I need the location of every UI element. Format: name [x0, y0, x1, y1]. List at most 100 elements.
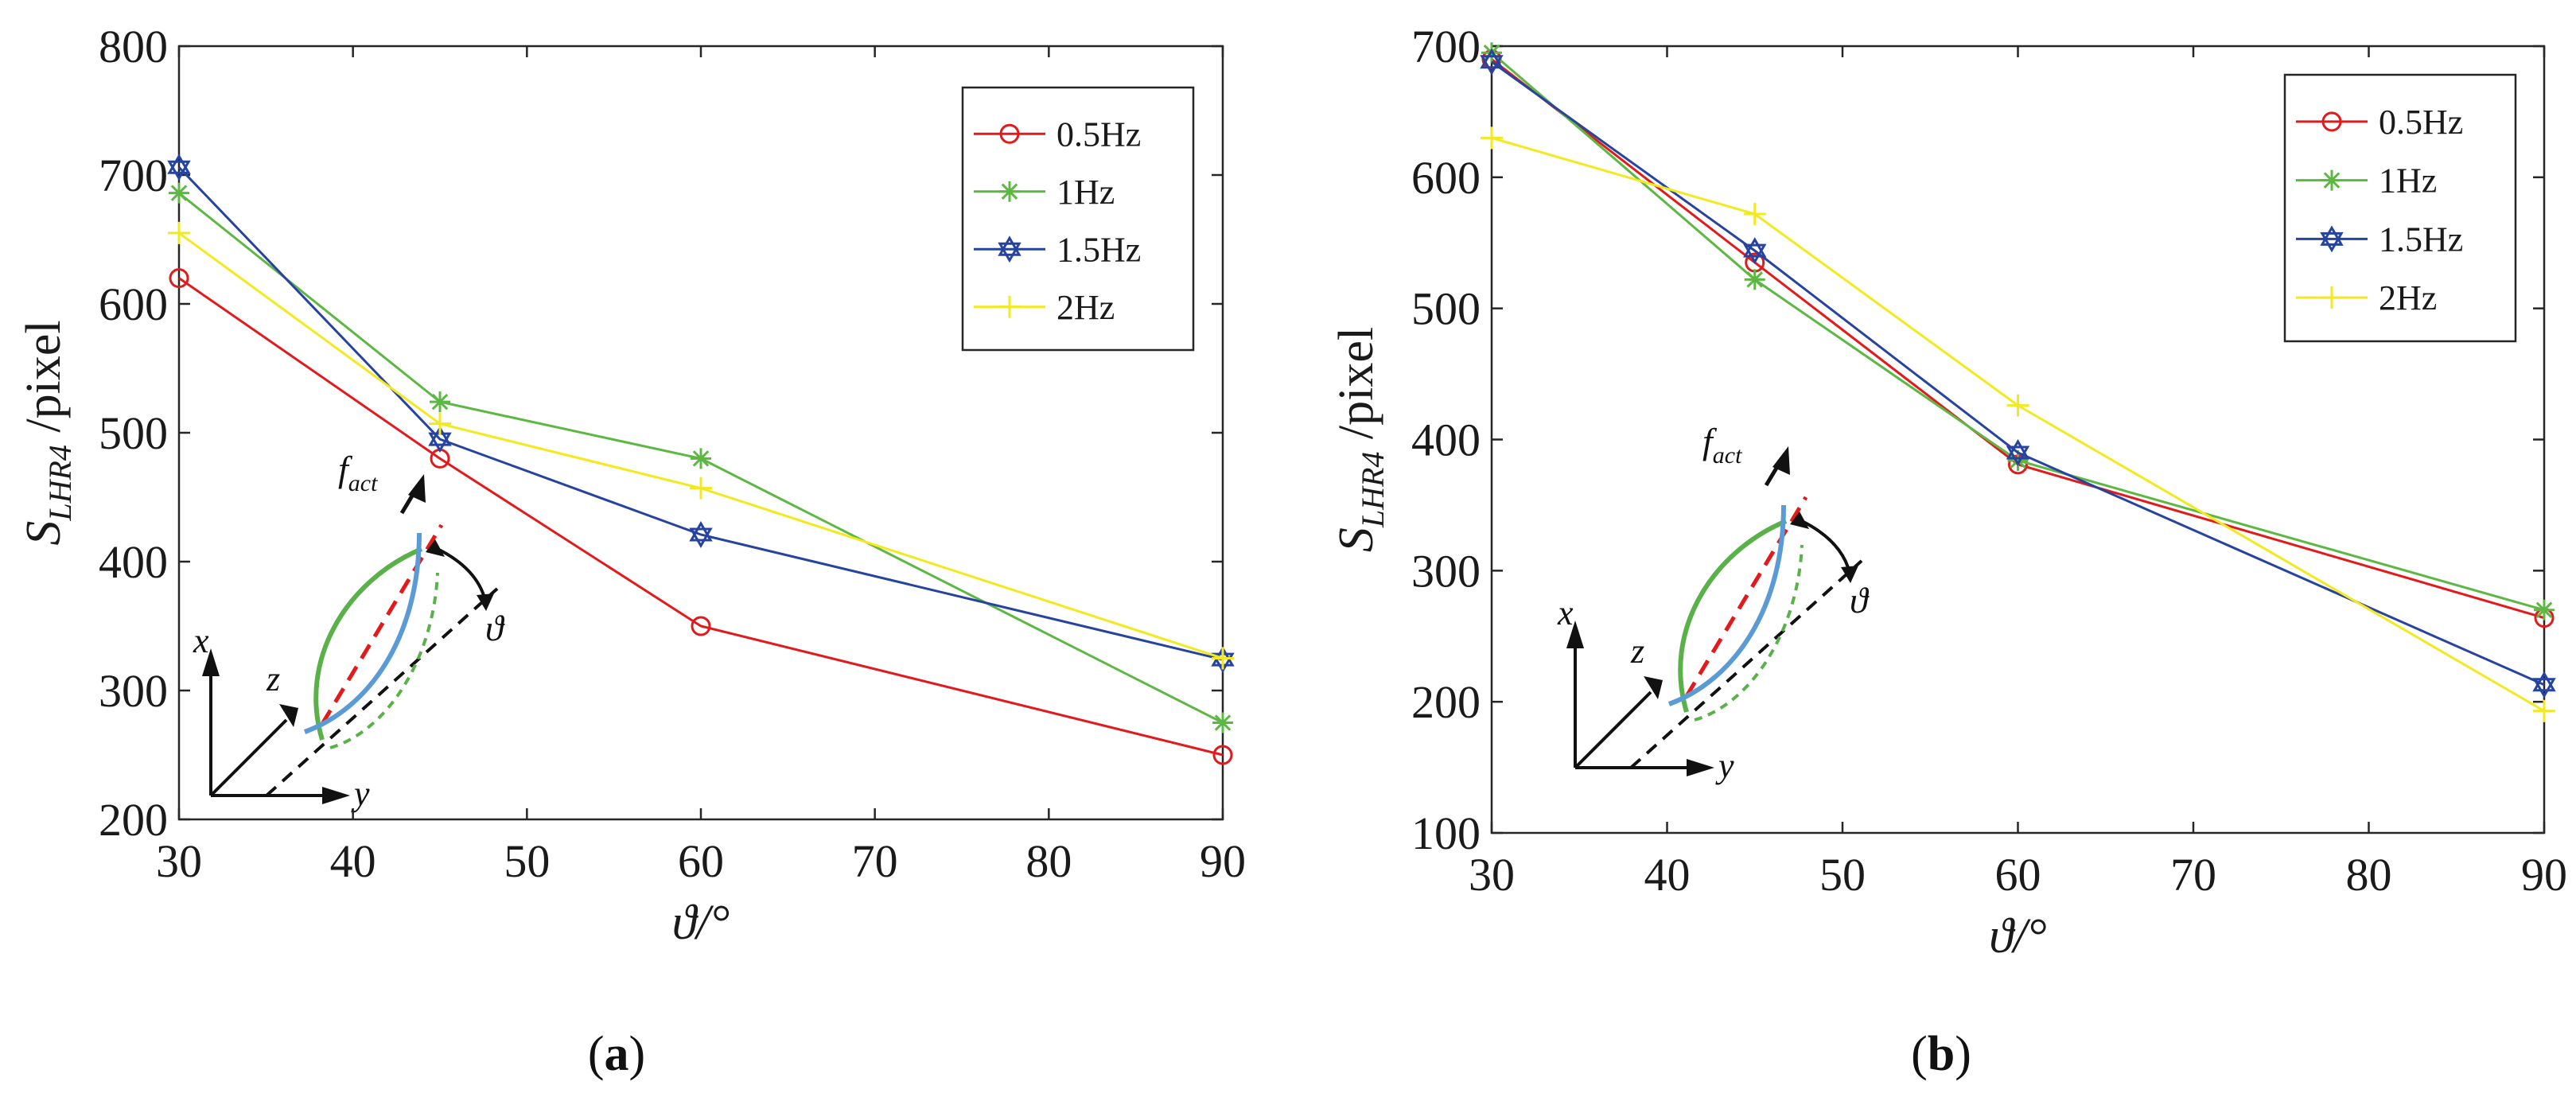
- x-tick-label: 90: [1200, 835, 1246, 887]
- legend-label: 0.5Hz: [2379, 103, 2463, 142]
- hexagram-marker: [1743, 237, 1767, 258]
- asterisk-marker: [2007, 449, 2029, 471]
- blue-arc: [303, 532, 422, 734]
- panel-label-close: ): [629, 1027, 646, 1081]
- plus-marker: [690, 477, 712, 500]
- y-axis-title: SLHR4 /pixel: [1329, 327, 1391, 552]
- y-tick-label: 600: [1411, 152, 1481, 204]
- asterisk-marker: [430, 391, 450, 413]
- hexagram-marker: [998, 235, 1021, 256]
- legend-item: 0.5Hz: [2296, 103, 2463, 142]
- hexagram-marker: [167, 154, 191, 174]
- y-axis-title-main: S: [1329, 527, 1383, 552]
- z-axis-arrow: [209, 718, 288, 797]
- angle-label: ϑ: [1850, 580, 1870, 621]
- y-arrowhead: [322, 787, 350, 804]
- plus-marker: [1743, 202, 1766, 225]
- circle-marker: [2321, 111, 2342, 132]
- y-axis-label: y: [351, 774, 370, 813]
- y-arrowhead: [1687, 759, 1714, 776]
- y-axis-title-unit: /pixel: [1329, 327, 1383, 452]
- legend-item: 1Hz: [974, 173, 1115, 212]
- x-tick-label: 80: [2346, 849, 2392, 901]
- y-tick-label: 600: [99, 278, 168, 330]
- panel-label-letter: a: [605, 1027, 629, 1081]
- x-tick-label: 80: [1025, 835, 1072, 887]
- x-tick-label: 60: [678, 835, 724, 887]
- y-tick-label: 300: [1411, 545, 1481, 597]
- hexagram-marker: [2320, 231, 2344, 253]
- series-1.5Hz: [1480, 48, 2556, 698]
- series-line: [178, 192, 1224, 724]
- red-dashed-chord: [320, 523, 444, 726]
- panel-label-open: (: [588, 1027, 605, 1081]
- circle-marker: [999, 123, 1020, 144]
- series-line: [178, 231, 1224, 659]
- y-tick-label: 200: [99, 794, 168, 846]
- y-tick-label: 500: [1411, 283, 1481, 335]
- x-tick-label: 40: [330, 835, 376, 887]
- y-tick-label: 700: [99, 150, 168, 201]
- x-tick-label: 70: [852, 835, 898, 887]
- series-line: [178, 277, 1224, 757]
- plus-marker: [998, 295, 1021, 318]
- y-axis-title-main: S: [17, 521, 71, 546]
- series-line: [1491, 60, 2545, 687]
- force-arrowhead: [1772, 446, 1790, 475]
- legend-label: 2Hz: [2379, 278, 2437, 317]
- z-axis-label: z: [1630, 632, 1644, 671]
- z-axis-arrow: [1574, 691, 1652, 769]
- x-axis-title: ϑ/°: [1989, 909, 2046, 963]
- legend-label: 0.5Hz: [1056, 115, 1141, 154]
- plus-marker: [168, 221, 190, 244]
- legend-item: 1.5Hz: [2296, 220, 2463, 259]
- red-dashed-chord: [1684, 496, 1808, 698]
- legend-label: 1.5Hz: [1056, 230, 1141, 269]
- legend: 0.5Hz 1Hz 1.5Hz 2Hz: [2283, 73, 2517, 343]
- x-tick-label: 50: [1819, 849, 1866, 901]
- y-axis-label: y: [1715, 746, 1734, 785]
- angle-arrowhead-top: [426, 539, 445, 557]
- dashed-reference-line: [265, 587, 499, 797]
- x-arrowhead: [202, 648, 220, 676]
- y-tick-label: 400: [99, 536, 168, 588]
- hexagram-marker: [998, 242, 1021, 263]
- series-0.5Hz: [169, 268, 1233, 765]
- series-2Hz: [168, 221, 1234, 670]
- series-line: [1491, 52, 2545, 612]
- panel-label-open: (: [1911, 1027, 1928, 1081]
- x-tick-label: 40: [1644, 849, 1691, 901]
- legend-label: 1Hz: [2379, 161, 2437, 200]
- hexagram-marker: [689, 527, 713, 548]
- panel-label: (a): [588, 1027, 645, 1081]
- hexagram-marker: [167, 160, 191, 181]
- series-2Hz: [1481, 126, 2555, 722]
- legend-item: 1.5Hz: [974, 230, 1141, 269]
- angle-label: ϑ: [485, 608, 505, 648]
- x-tick-label: 70: [2170, 849, 2216, 901]
- hexagram-marker: [2006, 445, 2030, 466]
- x-tick-label: 30: [156, 835, 202, 887]
- angle-arrowhead-bottom: [477, 593, 494, 611]
- hexagram-marker: [1480, 55, 1504, 76]
- plus-marker: [2321, 286, 2343, 309]
- y-axis-title: SLHR4 /pixel: [17, 320, 78, 545]
- hexagram-marker: [2006, 438, 2030, 460]
- angle-arrowhead-bottom: [1841, 566, 1858, 583]
- circle-marker: [1212, 745, 1233, 765]
- asterisk-marker: [2534, 599, 2555, 621]
- force-label-subscript: act: [1713, 442, 1742, 469]
- x-axis-label: x: [193, 621, 209, 660]
- asterisk-marker: [1744, 269, 1765, 290]
- z-axis-label: z: [266, 659, 280, 698]
- y-tick-label: 700: [1411, 21, 1481, 72]
- green-arc: [1678, 519, 1788, 713]
- angle-arrowhead-top: [1790, 512, 1809, 529]
- legend-item: 0.5Hz: [974, 115, 1141, 154]
- legend-item: 2Hz: [2296, 278, 2437, 317]
- y-axis-title-unit: /pixel: [17, 320, 71, 445]
- y-axis-title-sub: LHR4: [42, 445, 78, 522]
